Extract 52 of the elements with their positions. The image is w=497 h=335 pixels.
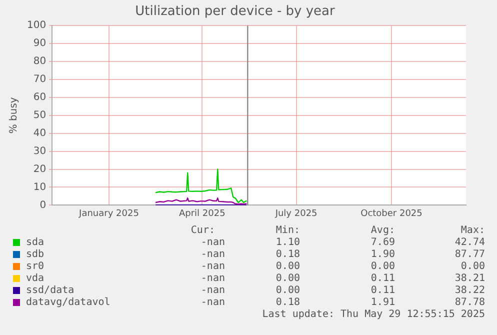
y-tick-label: 100 — [26, 20, 46, 32]
text: 0.11 — [370, 285, 395, 296]
text: -nan — [200, 237, 225, 248]
y-tick-label: 30 — [33, 146, 46, 157]
text: 87.78 — [454, 297, 485, 308]
text: 0.11 — [370, 273, 395, 284]
text: Avg: — [370, 225, 395, 236]
text: Cur: — [190, 225, 215, 236]
y-tick-label: 0 — [40, 200, 46, 211]
y-tick-label: 20 — [33, 164, 46, 175]
y-tick-label: 80 — [33, 56, 46, 68]
text: 1.91 — [370, 297, 395, 308]
text: Max: — [460, 225, 485, 236]
x-tick-label: October 2025 — [360, 208, 422, 219]
text: 38.21 — [454, 273, 485, 284]
y-axis-title: % busy — [8, 97, 20, 134]
text: 0.00 — [276, 273, 300, 284]
text: 1.10 — [276, 237, 300, 248]
y-tick-label: 90 — [33, 38, 46, 50]
text: 7.69 — [370, 237, 395, 248]
text: 1.90 — [370, 249, 395, 260]
y-tick-label: 50 — [33, 110, 46, 121]
text: -nan — [200, 297, 225, 308]
legend-label: sdb — [26, 249, 44, 260]
legend-label: datavg/datavol — [26, 297, 110, 308]
text: 38.22 — [454, 285, 485, 296]
x-tick-label: July 2025 — [274, 208, 318, 219]
text: -nan — [200, 249, 225, 260]
text: Min: — [274, 225, 300, 236]
text: -nan — [200, 273, 225, 284]
text: 0.18 — [276, 297, 300, 308]
chart-title: Utilization per device - by year — [135, 4, 336, 20]
text: Last update: Thu May 29 12:55:15 2025 — [261, 309, 485, 320]
y-tick-label: 10 — [33, 182, 46, 193]
text: -nan — [200, 261, 225, 272]
text: 0.00 — [370, 261, 395, 272]
text: 0.00 — [276, 261, 300, 272]
text: 0.00 — [460, 261, 485, 272]
text: -nan — [200, 285, 225, 296]
legend-label: vda — [26, 273, 44, 284]
legend-label: ssd/data — [26, 285, 74, 296]
x-tick-label: April 2025 — [178, 208, 226, 219]
text: 87.77 — [454, 249, 485, 260]
y-tick-label: 40 — [33, 128, 46, 139]
y-tick-label: 60 — [33, 92, 46, 104]
x-tick-label: January 2025 — [78, 208, 139, 219]
y-tick-label: 70 — [33, 74, 46, 86]
text: 0.18 — [276, 249, 300, 260]
legend-label: sr0 — [26, 261, 44, 272]
text: 0.00 — [276, 285, 300, 296]
legend-label: sda — [26, 237, 44, 248]
text: 42.74 — [454, 237, 485, 248]
